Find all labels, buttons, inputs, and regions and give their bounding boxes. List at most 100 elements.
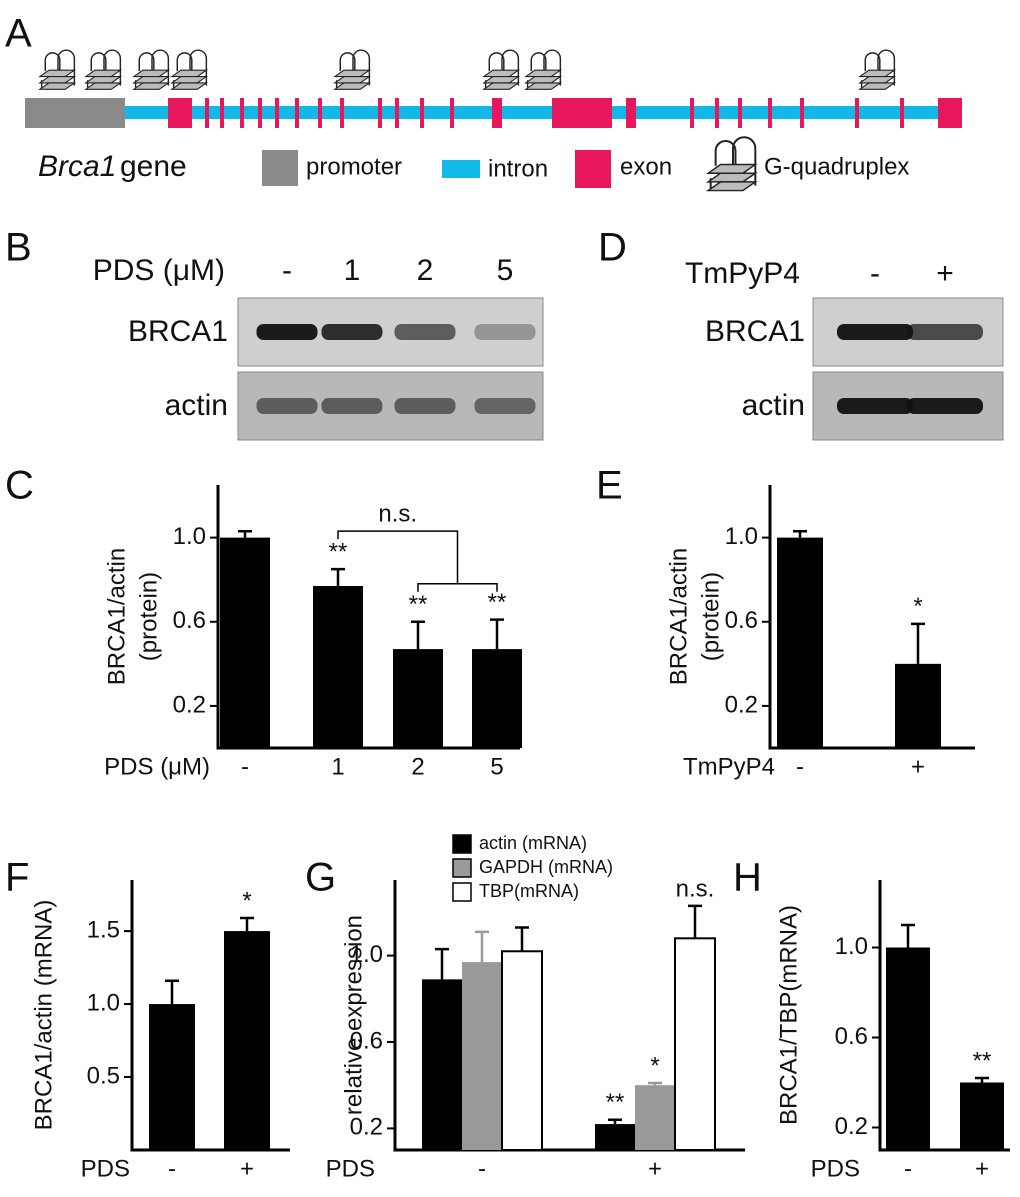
bar — [393, 649, 443, 748]
error-bar — [238, 530, 252, 538]
exon — [552, 98, 612, 128]
y-tick-label: 0.6 — [725, 607, 758, 634]
lane-label: 1 — [344, 254, 361, 287]
g4-icon — [483, 49, 520, 91]
lane-label: - — [282, 254, 292, 287]
gene-word: gene — [120, 150, 187, 183]
g4-icon — [85, 49, 122, 91]
error-bar — [490, 618, 504, 650]
exon — [168, 98, 192, 128]
legend-swatch — [452, 858, 472, 878]
y-tick-label: 0.2 — [350, 1114, 383, 1141]
band — [837, 398, 913, 414]
significance: * — [913, 593, 922, 620]
legend-text: G-quadruplex — [764, 153, 909, 180]
x-tick-label: - — [478, 1155, 486, 1182]
exon — [318, 98, 322, 128]
significance: ** — [329, 539, 348, 566]
band — [394, 398, 456, 414]
y-axis-label: (protein) — [697, 572, 724, 661]
band — [321, 324, 383, 340]
bar — [595, 1124, 635, 1150]
error-bar — [435, 947, 449, 980]
exon — [626, 98, 636, 128]
g4-icon — [859, 49, 896, 91]
panel-letter: F — [5, 856, 29, 900]
x-tick-label: 1 — [331, 753, 344, 780]
legend-swatch — [442, 160, 480, 178]
treatment-label: TmPyP4 — [685, 257, 800, 290]
y-tick-label: 0.2 — [835, 1113, 868, 1140]
legend-swatch — [452, 834, 472, 854]
legend-swatch — [452, 882, 472, 902]
exon — [768, 98, 772, 128]
bar — [501, 950, 543, 1152]
y-tick-label: 0.5 — [87, 1062, 120, 1089]
panel-letter: C — [5, 464, 34, 508]
lane-label: + — [936, 257, 954, 290]
bar — [895, 663, 941, 748]
x-axis-label: PDS (μM) — [104, 753, 210, 780]
row-label: actin — [165, 389, 228, 422]
y-tick-label: 0.6 — [835, 1023, 868, 1050]
band — [907, 398, 983, 414]
bar — [777, 537, 823, 748]
y-tick-label: 0.6 — [173, 607, 206, 634]
bar — [886, 947, 930, 1150]
bar — [149, 1004, 195, 1150]
legend-text: exon — [620, 153, 672, 180]
error-bar — [331, 567, 345, 586]
row-label: BRCA1 — [705, 315, 805, 348]
g4-icon — [171, 49, 208, 91]
exon — [738, 98, 742, 128]
legend-text: intron — [488, 155, 548, 182]
intron — [125, 106, 940, 119]
significance: * — [650, 1052, 659, 1079]
lane-label: 5 — [497, 254, 514, 287]
panel-letter: G — [305, 856, 336, 900]
exon — [378, 98, 382, 128]
exon — [295, 98, 299, 128]
y-axis-label: BRCA1/TBP(mRNA) — [775, 905, 802, 1125]
error-bar — [240, 916, 254, 932]
significance: n.s. — [676, 875, 715, 902]
error-bar — [411, 620, 425, 650]
y-tick-label: 1.0 — [350, 941, 383, 968]
exon — [420, 98, 424, 128]
y-axis-label: BRCA1/actin (mRNA) — [30, 900, 57, 1131]
exon — [240, 98, 244, 128]
legend-swatch — [575, 150, 611, 188]
row-label: BRCA1 — [128, 315, 228, 348]
y-tick-label: 1.0 — [87, 989, 120, 1016]
error-bar — [901, 923, 915, 948]
bracket-label: n.s. — [378, 501, 417, 528]
band — [907, 324, 983, 340]
g4-icon — [525, 49, 562, 91]
significance: ** — [606, 1089, 625, 1116]
bar — [313, 585, 363, 748]
error-bar — [793, 530, 807, 538]
x-tick-label: - — [241, 753, 249, 780]
g4-icon — [39, 49, 76, 91]
legend-swatch — [262, 150, 298, 186]
lane-label: - — [870, 257, 880, 290]
gene-diagram — [25, 49, 962, 128]
exon — [450, 98, 454, 128]
x-tick-label: - — [796, 753, 804, 780]
exon — [275, 98, 279, 128]
x-tick-label: + — [975, 1155, 989, 1182]
x-axis-label: TmPyP4 — [683, 753, 775, 780]
band — [256, 398, 318, 414]
y-tick-label: 1.0 — [725, 523, 758, 550]
row-label: actin — [742, 389, 805, 422]
panel-letter: D — [598, 226, 627, 270]
significance: * — [242, 887, 251, 914]
bar — [422, 979, 462, 1150]
error-bar — [475, 930, 489, 963]
bar — [674, 937, 716, 1151]
significance: ** — [488, 589, 507, 616]
band — [256, 324, 318, 340]
bracket — [337, 530, 498, 592]
treatment-label: PDS (μM) — [93, 254, 225, 287]
band — [474, 324, 536, 340]
